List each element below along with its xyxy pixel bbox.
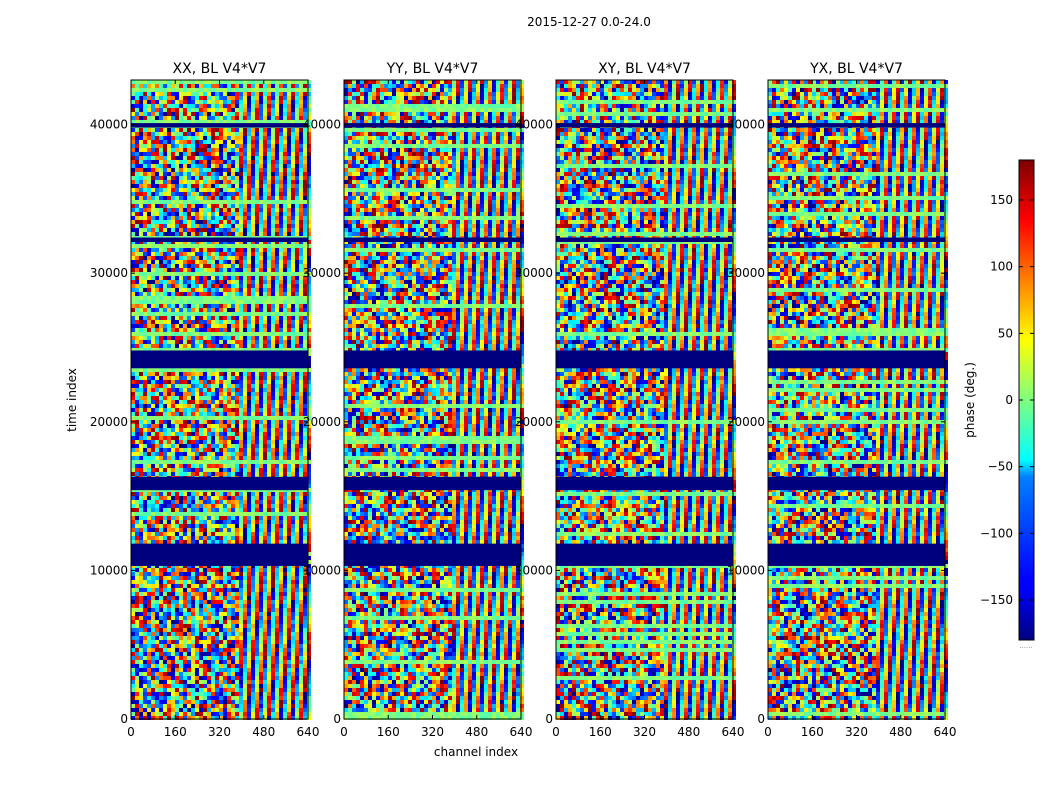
flagged-band bbox=[556, 237, 733, 242]
y-tick-label: 30000 bbox=[90, 266, 128, 280]
x-tick-label: 0 bbox=[764, 725, 772, 739]
x-tick-label: 160 bbox=[801, 725, 824, 739]
x-tick-label: 320 bbox=[208, 725, 231, 739]
x-axis-label: channel index bbox=[434, 745, 518, 759]
x-tick-label: 640 bbox=[297, 725, 320, 739]
y-tick-label: 40000 bbox=[90, 118, 128, 132]
colorbar: −150 −100 −50 0 50 100 150 phase (deg.) ...... bbox=[963, 159, 1035, 650]
panel-xx: XX, BL V4*V7 0 160 320 480 640 0 10000 20000 3000… bbox=[90, 61, 320, 739]
flagged-band bbox=[344, 543, 521, 566]
x-tick-label: 320 bbox=[845, 725, 868, 739]
x-tick-label: 480 bbox=[889, 725, 912, 739]
colorbar-tick-label: −100 bbox=[980, 526, 1013, 540]
y-tick-label: 40000 bbox=[515, 118, 553, 132]
y-tick-label: 10000 bbox=[90, 563, 128, 577]
x-tick-label: 640 bbox=[934, 725, 957, 739]
x-tick-label: 480 bbox=[677, 725, 700, 739]
y-tick-label: 0 bbox=[333, 712, 341, 726]
flagged-band bbox=[768, 350, 945, 369]
y-tick-label: 0 bbox=[120, 712, 128, 726]
x-tick-label: 320 bbox=[633, 725, 656, 739]
colorbar-tick-label: 0 bbox=[1005, 393, 1013, 407]
y-tick-label: 0 bbox=[545, 712, 553, 726]
flagged-band bbox=[131, 350, 308, 369]
y-tick-label: 40000 bbox=[303, 118, 341, 132]
x-tick-label: 320 bbox=[421, 725, 444, 739]
y-tick-label: 20000 bbox=[303, 415, 341, 429]
x-tick-label: 480 bbox=[465, 725, 488, 739]
x-tick-label: 160 bbox=[589, 725, 612, 739]
x-tick-label: 0 bbox=[552, 725, 560, 739]
flagged-band bbox=[556, 543, 733, 566]
flagged-band bbox=[768, 237, 945, 242]
colorbar-tick-label: 150 bbox=[990, 193, 1013, 207]
flagged-band bbox=[131, 237, 308, 242]
panel-yx: YX, BL V4*V7 0 160 320 480 640 0 10000 20000 3000… bbox=[727, 61, 957, 739]
colorbar-tick-label: −50 bbox=[988, 460, 1013, 474]
x-tick-label: 160 bbox=[164, 725, 187, 739]
flagged-band bbox=[131, 476, 308, 491]
panel-title: XX, BL V4*V7 bbox=[173, 61, 267, 77]
y-tick-label: 10000 bbox=[515, 563, 553, 577]
flagged-band bbox=[556, 476, 733, 491]
colorbar-ticks: −150 −100 −50 0 50 100 150 bbox=[980, 193, 1034, 607]
colorbar-extra-label: ...... bbox=[1019, 642, 1032, 650]
panel-title: XY, BL V4*V7 bbox=[598, 61, 691, 77]
flagged-band bbox=[768, 123, 945, 128]
flagged-band bbox=[768, 543, 945, 566]
y-tick-label: 30000 bbox=[303, 266, 341, 280]
phase-image bbox=[131, 80, 311, 720]
y-tick-label: 10000 bbox=[303, 563, 341, 577]
phase-image bbox=[556, 80, 736, 720]
flagged-band bbox=[556, 350, 733, 369]
colorbar-tick-label: 100 bbox=[990, 260, 1013, 274]
y-tick-label: 30000 bbox=[727, 266, 765, 280]
y-tick-label: 20000 bbox=[90, 415, 128, 429]
x-tick-label: 160 bbox=[377, 725, 400, 739]
y-tick-label: 0 bbox=[757, 712, 765, 726]
flagged-band bbox=[344, 476, 521, 491]
y-tick-label: 20000 bbox=[515, 415, 553, 429]
y-tick-label: 40000 bbox=[727, 118, 765, 132]
x-tick-label: 640 bbox=[722, 725, 745, 739]
y-tick-label: 20000 bbox=[727, 415, 765, 429]
figure-title: 2015-12-27 0.0-24.0 bbox=[527, 15, 651, 29]
y-axis-label: time index bbox=[65, 368, 79, 432]
phase-image bbox=[344, 80, 524, 720]
y-tick-label: 30000 bbox=[515, 266, 553, 280]
x-tick-label: 0 bbox=[340, 725, 348, 739]
colorbar-label: phase (deg.) bbox=[963, 362, 977, 438]
flagged-band bbox=[344, 123, 521, 128]
x-tick-label: 640 bbox=[510, 725, 533, 739]
flagged-band bbox=[344, 237, 521, 242]
panel-yy: YY, BL V4*V7 0 160 320 480 640 0 10000 20000 3000… bbox=[303, 61, 533, 739]
panel-xy: XY, BL V4*V7 0 160 320 480 640 0 10000 20000 3000… bbox=[515, 61, 745, 739]
flagged-band bbox=[131, 543, 308, 566]
phase-image bbox=[768, 80, 948, 720]
flagged-band bbox=[131, 123, 308, 128]
x-tick-label: 480 bbox=[252, 725, 275, 739]
x-tick-label: 0 bbox=[127, 725, 135, 739]
panels: XX, BL V4*V7 0 160 320 480 640 0 10000 20000 3000… bbox=[90, 61, 957, 739]
panel-title: YX, BL V4*V7 bbox=[809, 61, 903, 77]
colorbar-tick-label: −150 bbox=[980, 593, 1013, 607]
y-tick-label: 10000 bbox=[727, 563, 765, 577]
panel-title: YY, BL V4*V7 bbox=[386, 61, 479, 77]
flagged-band bbox=[556, 123, 733, 128]
flagged-band bbox=[344, 350, 521, 369]
colorbar-tick-label: 50 bbox=[998, 326, 1013, 340]
flagged-band bbox=[768, 476, 945, 491]
